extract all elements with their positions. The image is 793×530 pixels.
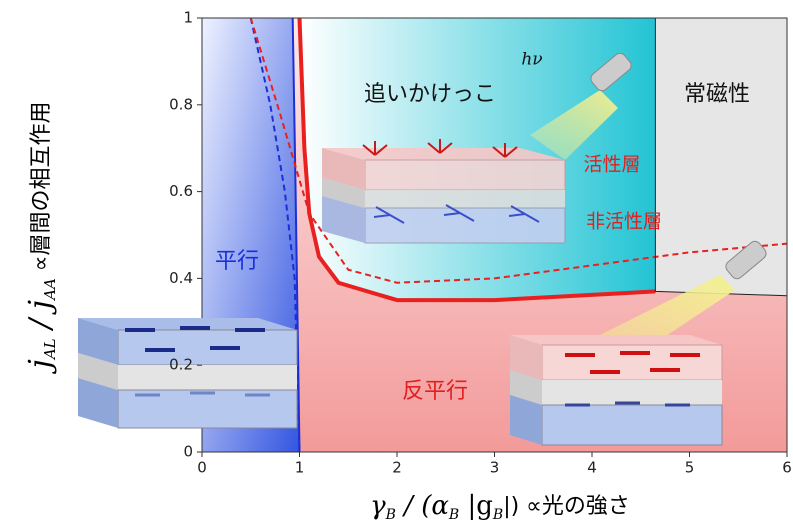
layer-label: 非活性層 bbox=[586, 211, 662, 233]
x-tick-label: 5 bbox=[685, 459, 695, 477]
region-label: 追いかけっこ bbox=[364, 82, 496, 107]
x-label-part: / (α bbox=[396, 491, 449, 521]
region-label: 平行 bbox=[215, 249, 259, 274]
slab-antiparallel bbox=[510, 335, 723, 446]
y-label-part: j bbox=[23, 359, 58, 374]
x-tick-label: 0 bbox=[197, 459, 207, 477]
y-label-part: / j bbox=[23, 300, 58, 338]
x-label-part: γ bbox=[370, 491, 386, 521]
region-label: 常磁性 bbox=[684, 82, 750, 107]
y-tick-label: 0.6 bbox=[169, 182, 193, 200]
photon-label: hν bbox=[521, 50, 542, 70]
y-tick-label: 1 bbox=[183, 9, 193, 27]
boundary-line bbox=[249, 17, 788, 284]
x-label-part: B bbox=[492, 507, 503, 523]
lamp bbox=[725, 240, 767, 280]
x-label-part: |) ∝光の強さ bbox=[503, 494, 630, 519]
x-tick-label: 4 bbox=[587, 459, 597, 477]
illustrations bbox=[78, 52, 767, 446]
x-tick-label: 3 bbox=[490, 459, 500, 477]
y-tick-label: 0.4 bbox=[169, 269, 193, 287]
boundary-line bbox=[654, 18, 788, 297]
x-label-part: B bbox=[448, 507, 459, 523]
light-beam bbox=[530, 90, 618, 160]
y-tick-label: 0.8 bbox=[169, 95, 193, 113]
x-label-part: B bbox=[385, 507, 396, 523]
lamp bbox=[590, 52, 632, 92]
x-tick-label: 6 bbox=[782, 459, 792, 477]
x-tick-label: 1 bbox=[295, 459, 305, 477]
y-axis-label: jAL / jAA ∝層間の相互作用 bbox=[23, 102, 59, 375]
region-label: 反平行 bbox=[402, 379, 468, 404]
y-label-part: ∝層間の相互作用 bbox=[29, 102, 54, 279]
y-label-part: AL bbox=[41, 338, 59, 361]
y-tick-label: 0 bbox=[183, 443, 193, 461]
y-label-part: AA bbox=[41, 278, 59, 302]
x-axis-label: γB / (αB |gB|) ∝光の強さ bbox=[370, 491, 630, 523]
x-tick-label: 2 bbox=[392, 459, 402, 477]
region-paramagnetic bbox=[655, 18, 787, 296]
boundary-line bbox=[297, 17, 656, 303]
layer-label: 活性層 bbox=[583, 154, 640, 176]
slab-parallel bbox=[78, 318, 298, 429]
slab-chase bbox=[322, 139, 566, 244]
y-tick-label: 0.2 bbox=[169, 356, 193, 374]
x-label-part: |g bbox=[459, 491, 493, 521]
